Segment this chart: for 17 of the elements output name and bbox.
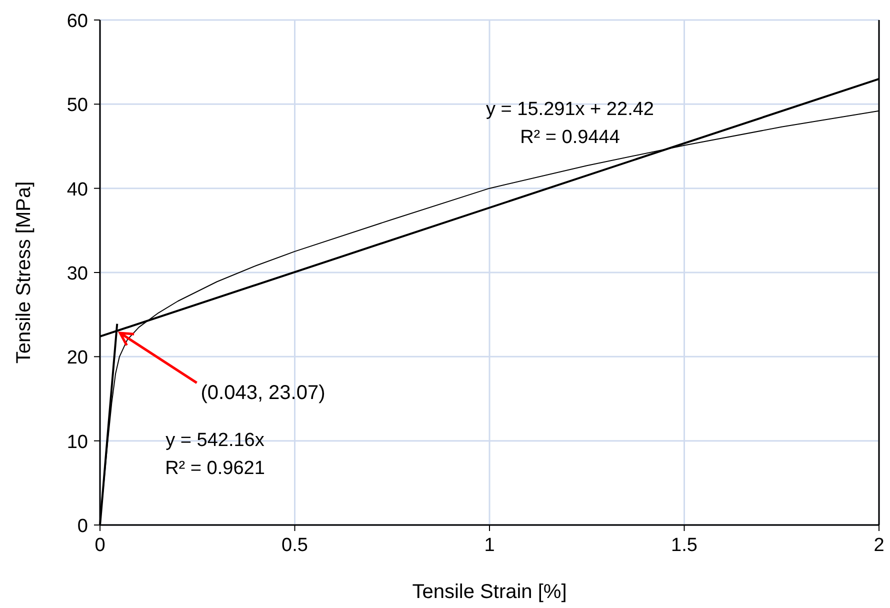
y-tick-label: 30 (66, 264, 88, 284)
y-tick-label: 10 (66, 432, 88, 453)
x-tick-label: 2 (874, 535, 884, 556)
annotation: y = 542.16x R² = 0.9621 (165, 430, 265, 479)
x-tick-label: 0 (94, 535, 106, 556)
annotation: (0.043, 23.07) (200, 382, 326, 404)
y-tick-label: 60 (66, 11, 88, 32)
annotation: y = 15.291x + 22.42 R² = 0.9444 (486, 99, 654, 148)
y-tick-label: 40 (66, 179, 88, 200)
x-tick-label: 1 (484, 535, 495, 556)
y-tick-label: 0 (77, 516, 88, 537)
y-axis-title: Tensile Stress [MPa] (13, 181, 35, 364)
x-tick-label: 0.5 (282, 535, 308, 556)
x-tick-label: 1.5 (671, 535, 698, 556)
y-tick-label: 20 (66, 348, 88, 369)
x-axis-title: Tensile Strain [%] (412, 581, 567, 603)
y-tick-label: 50 (66, 95, 88, 116)
